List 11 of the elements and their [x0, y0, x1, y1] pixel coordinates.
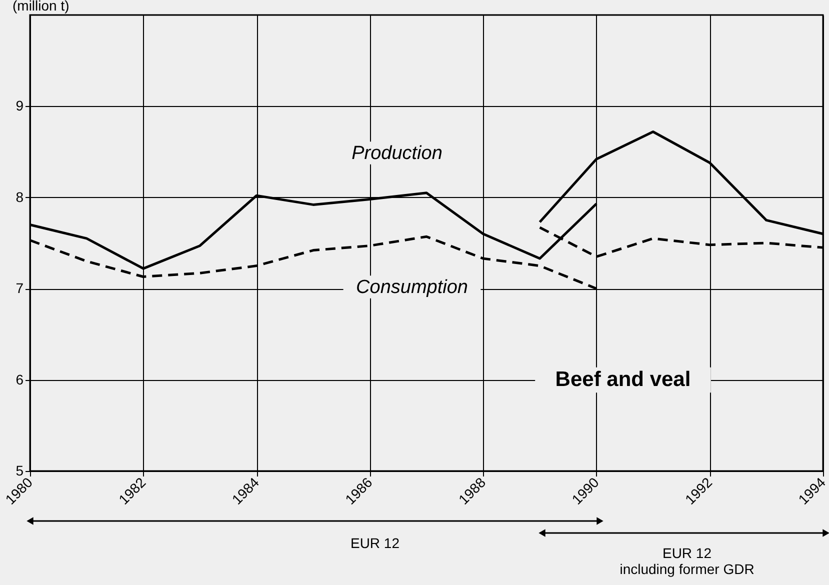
y-tick-label: 7 — [16, 280, 24, 296]
y-tick-label: 8 — [16, 188, 24, 205]
annotation: Beef and veal — [555, 368, 691, 391]
y-tick-label: 9 — [16, 98, 24, 114]
text: EUR 12 including former GDR — [620, 545, 754, 577]
y-axis-title: (million t) — [12, 0, 70, 14]
series-label: Consumption — [356, 277, 468, 298]
y-tick-label: 6 — [16, 371, 24, 388]
series-label: Production — [352, 143, 442, 164]
text: EUR 12 — [350, 535, 400, 551]
y-tick-label: 5 — [16, 462, 24, 478]
